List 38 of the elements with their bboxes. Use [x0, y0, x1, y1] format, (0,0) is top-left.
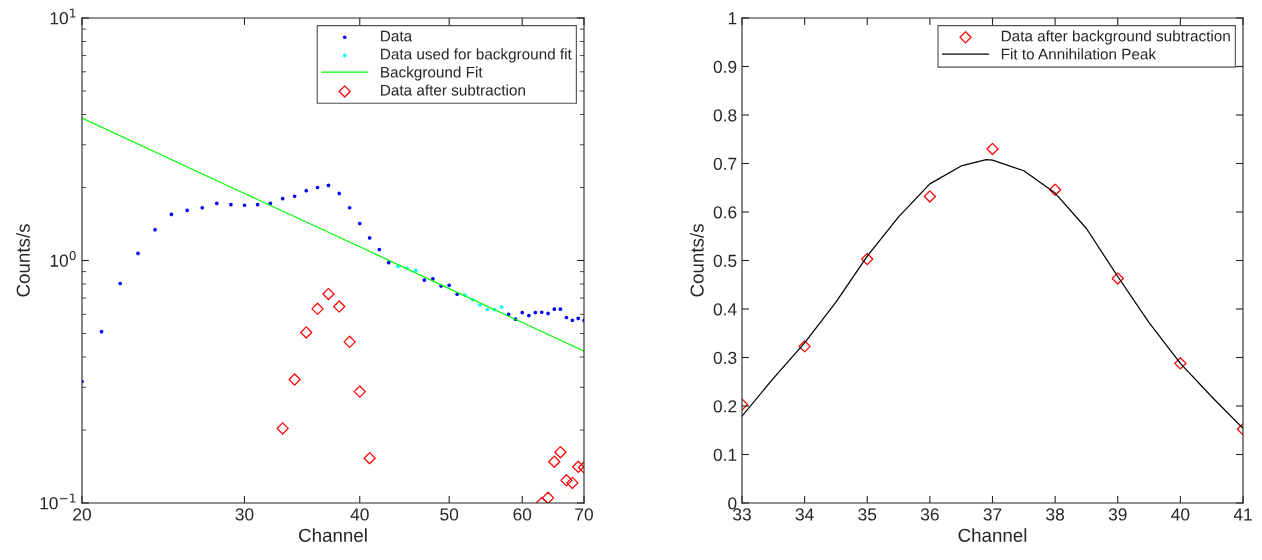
- y-tick-label: 0: [728, 497, 737, 510]
- y-tick-label: 10$^{1}$: [50, 8, 76, 25]
- y-tick-label: 0.3: [713, 351, 737, 364]
- x-tick-label: 60: [513, 508, 532, 521]
- x-tick-label: 35: [858, 508, 877, 521]
- y-tick-label: 1: [728, 12, 737, 25]
- legend-label: Data used for background fit: [381, 48, 572, 63]
- y-tick-label: 0.7: [713, 157, 737, 170]
- x-tick-label: 40: [350, 508, 369, 521]
- y-axis-title: Counts/s: [16, 224, 30, 297]
- y-tick-label: 0.8: [713, 109, 737, 122]
- y-tick-label: 0.5: [713, 254, 737, 267]
- x-tick-label: 40: [1171, 508, 1190, 521]
- x-tick-label: 20: [73, 508, 91, 521]
- x-tick-label: 33: [733, 508, 751, 521]
- x-axis-title: Channel: [299, 528, 367, 542]
- x-tick-label: 30: [235, 508, 254, 521]
- x-tick-label: 37: [983, 508, 1002, 521]
- legend-label: Background Fit: [381, 66, 483, 81]
- y-tick-label: 0.1: [713, 448, 737, 461]
- y-tick-label: 0.2: [713, 400, 737, 413]
- y-axis-title: Counts/s: [689, 224, 704, 297]
- x-tick-label: 34: [795, 508, 814, 521]
- x-tick-label: 70: [575, 508, 593, 521]
- x-axis-title: Channel: [958, 528, 1027, 542]
- x-tick-label: 39: [1108, 508, 1127, 521]
- y-tick-label: 0.4: [713, 303, 737, 316]
- x-tick-label: 50: [440, 508, 459, 521]
- legend-label: Fit to Annihilation Peak: [1001, 48, 1157, 60]
- x-tick-label: 36: [920, 508, 939, 521]
- y-tick-label: 10$^{0}$: [50, 250, 76, 267]
- y-tick-label: 0.9: [713, 60, 737, 73]
- y-tick-label: 0.6: [713, 206, 737, 219]
- x-tick-label: 41: [1233, 508, 1252, 521]
- x-tick-label: 38: [1046, 508, 1065, 521]
- legend-label: Data after subtraction: [381, 84, 525, 96]
- legend-label: Data: [381, 30, 413, 42]
- legend-label: Data after background subtraction: [1001, 30, 1230, 45]
